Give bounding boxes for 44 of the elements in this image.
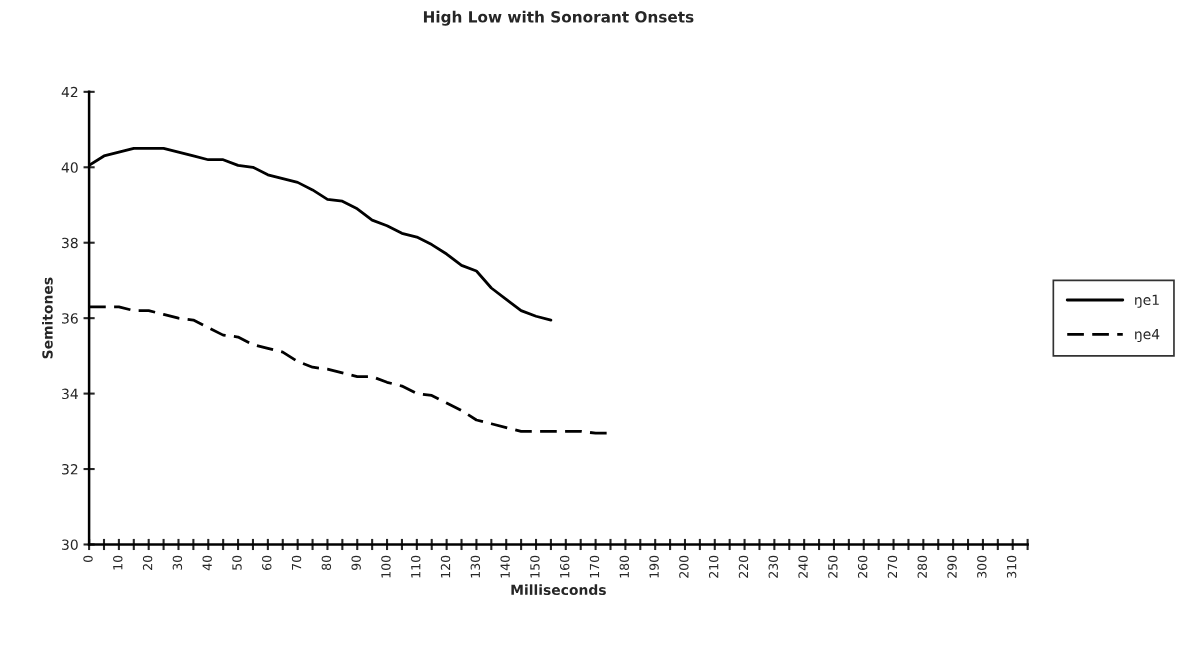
x-tick-label: 70 [291,555,302,570]
legend-label: ŋe4 [1135,329,1160,343]
x-tick-label: 150 [530,555,540,578]
x-tick-label: 80 [321,555,332,570]
x-tick-label: 130 [470,555,481,578]
x-tick-label: 120 [440,555,451,578]
x-tick-label: 50 [232,555,242,570]
x-tick-label: 20 [142,555,153,570]
y-tick-label: 32 [62,464,78,475]
x-tick-label: 260 [857,555,868,578]
x-tick-label: 250 [828,555,838,578]
x-tick-label: 110 [411,555,421,578]
x-tick-label: 10 [113,555,123,570]
y-axis-title: Semitones [42,277,53,359]
x-tick-label: 180 [619,555,630,578]
x-tick-label: 200 [679,555,689,578]
x-tick-label: 290 [947,555,957,578]
x-tick-label: 100 [381,555,391,578]
x-axis-title: Milliseconds [511,584,606,596]
x-tick-label: 310 [1006,555,1017,578]
x-tick-label: 270 [887,555,898,578]
x-tick-label: 90 [351,555,361,571]
x-tick-label: 220 [738,555,749,578]
x-tick-label: 170 [589,555,600,578]
x-tick-label: 300 [977,555,987,578]
chart-title: High Low with Sonorant Onsets [423,10,694,26]
x-tick-label: 160 [559,555,570,578]
x-tick-label: 190 [649,555,659,578]
x-tick-label: 140 [500,555,510,578]
x-tick-label: 240 [798,555,808,578]
y-tick-label: 40 [61,162,78,173]
y-tick-label: 36 [62,313,78,324]
y-tick-label: 42 [61,86,78,98]
x-tick-label: 40 [202,555,212,571]
x-tick-label: 230 [768,555,778,578]
x-tick-label: 60 [262,555,272,570]
y-tick-label: 34 [62,388,78,400]
x-tick-label: 280 [917,555,927,578]
y-tick-label: 30 [62,539,78,550]
x-tick-label: 210 [708,555,719,578]
x-tick-label: 0 [83,555,93,563]
x-tick-label: 30 [172,555,183,570]
legend-label: ŋe1 [1135,294,1159,308]
y-tick-label: 38 [62,237,78,249]
